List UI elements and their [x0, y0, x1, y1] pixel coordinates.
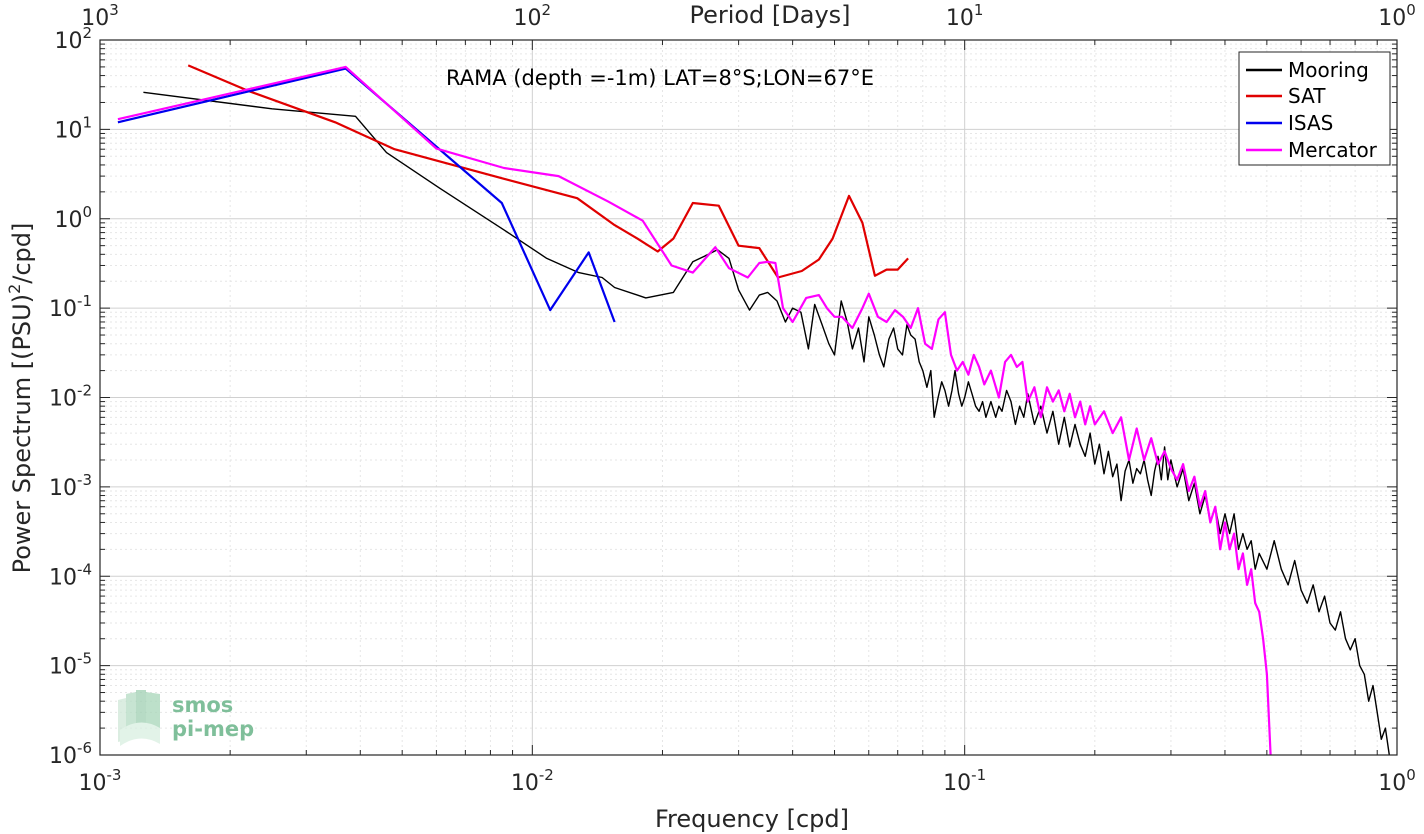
- top-tick-label: 101: [946, 1, 984, 31]
- top-tick-label: 103: [81, 1, 119, 31]
- tick-marks: [99, 39, 1398, 756]
- y-axis-label-main: Power Spectrum [(PSU): [8, 294, 36, 573]
- series-line-sat: [187, 64, 909, 279]
- legend-label-mercator: Mercator: [1288, 138, 1378, 162]
- y-tick-label: 10-5: [49, 650, 92, 680]
- x-tick-label: 10-1: [943, 766, 986, 796]
- x-tick-label: 10-2: [511, 766, 554, 796]
- legend-label-sat: SAT: [1288, 84, 1326, 108]
- top-axis-label: Period [Days]: [689, 1, 850, 29]
- y-axis-label: Power Spectrum [(PSU)2/cpd]: [5, 223, 36, 574]
- y-tick-label: 10-4: [49, 560, 92, 590]
- y-tick-label: 10-3: [49, 471, 92, 501]
- legend-label-mooring: Mooring: [1288, 58, 1369, 82]
- top-tick-label: 100: [1378, 1, 1416, 31]
- y-tick-label: 10-6: [49, 739, 92, 769]
- grid: [99, 40, 1397, 756]
- series-line-isas: [117, 67, 616, 323]
- chart-title: RAMA (depth =-1m) LAT=8°S;LON=67°E: [446, 66, 874, 90]
- y-axis-label-tail: /cpd]: [8, 223, 36, 284]
- smos-pi-mep-logo: smos pi-mep: [118, 690, 254, 746]
- legend: Mooring SAT ISAS Mercator: [1238, 51, 1391, 166]
- y-tick-label: 102: [54, 24, 92, 54]
- logo-text-pi-mep: pi-mep: [172, 717, 254, 741]
- legend-label-isas: ISAS: [1288, 111, 1333, 135]
- y-tick-label: 10-1: [49, 292, 92, 322]
- x-tick-label: 10-3: [79, 766, 122, 796]
- y-tick-label: 101: [54, 113, 92, 143]
- top-tick-label: 102: [514, 1, 552, 31]
- series-layer: [117, 64, 1390, 756]
- y-tick-label: 10-2: [49, 382, 92, 412]
- logo-mark: [118, 690, 160, 746]
- y-tick-label: 100: [54, 203, 92, 233]
- x-tick-label: 100: [1378, 766, 1416, 796]
- y-axis-label-sup: 2: [5, 284, 24, 294]
- x-axis-label: Frequency [cpd]: [655, 805, 849, 833]
- logo-text-smos: smos: [172, 693, 233, 717]
- series-line-mercator: [117, 65, 1272, 756]
